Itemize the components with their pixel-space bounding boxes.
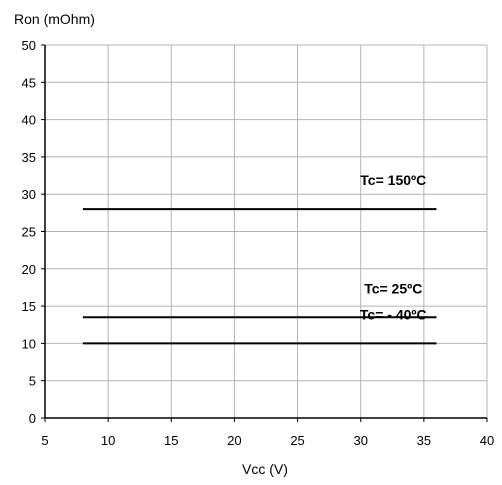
series-label: Tc= - 40ºC: [360, 306, 427, 322]
x-tick-label: 35: [417, 433, 431, 448]
x-tick-label: 20: [227, 433, 241, 448]
y-tick-label: 50: [22, 38, 36, 53]
series-label: Tc= 25ºC: [364, 280, 422, 296]
y-axis-label: Ron (mOhm): [14, 11, 95, 27]
x-tick-label: 5: [41, 433, 48, 448]
y-tick-label: 25: [22, 225, 36, 240]
x-tick-label: 40: [480, 433, 494, 448]
y-tick-label: 35: [22, 150, 36, 165]
y-tick-label: 45: [22, 75, 36, 90]
x-tick-label: 15: [164, 433, 178, 448]
y-tick-label: 5: [29, 374, 36, 389]
y-tick-label: 0: [29, 411, 36, 426]
series-label: Tc= 150ºC: [360, 172, 426, 188]
series-lines: [82, 208, 437, 345]
y-tick-label: 30: [22, 187, 36, 202]
x-tick-label: 25: [290, 433, 304, 448]
y-tick-label: 10: [22, 336, 36, 351]
series-labels: Tc= 150ºC Tc= 25ºC Tc= - 40ºC: [360, 172, 427, 322]
x-axis-label: Vcc (V): [242, 461, 288, 477]
x-tick-label: 30: [353, 433, 367, 448]
y-tick-label: 15: [22, 299, 36, 314]
axes: [41, 44, 488, 422]
x-tick-label: 10: [101, 433, 115, 448]
y-tick-label: 20: [22, 262, 36, 277]
y-tick-label: 40: [22, 113, 36, 128]
grid: [45, 44, 488, 418]
